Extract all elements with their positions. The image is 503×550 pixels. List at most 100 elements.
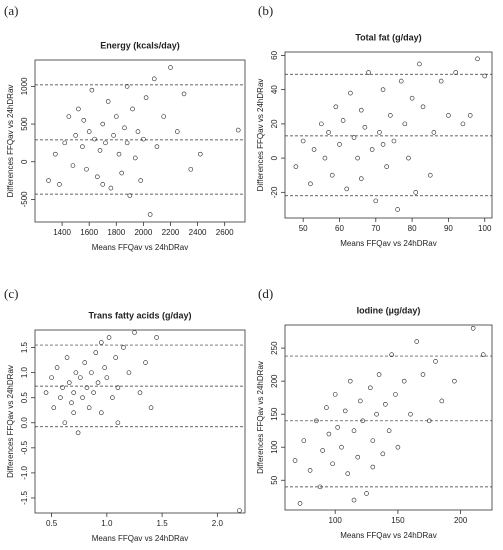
data-point — [329, 172, 335, 178]
data-point — [297, 501, 303, 506]
data-point — [188, 166, 194, 172]
data-point — [480, 352, 486, 358]
data-point — [143, 360, 148, 365]
data-point — [132, 155, 138, 161]
data-point — [467, 113, 473, 118]
data-point — [376, 372, 382, 377]
data-point — [46, 178, 51, 183]
data-point — [84, 385, 90, 390]
data-point — [80, 144, 85, 149]
y-tick-label: -500 — [20, 191, 29, 208]
data-point — [452, 378, 457, 384]
y-tick-label: -1.0 — [20, 465, 29, 479]
data-point — [148, 405, 154, 411]
data-point — [438, 78, 444, 84]
panel-label: (a) — [4, 3, 18, 18]
data-point — [62, 420, 68, 426]
plot-frame — [34, 329, 246, 514]
data-point — [81, 117, 87, 123]
data-point — [370, 464, 376, 470]
data-point — [388, 113, 393, 118]
data-point — [433, 359, 438, 364]
data-point — [141, 136, 146, 142]
y-tick-label: -20 — [270, 186, 279, 198]
y-axis-label: Differences FFQav vs 24hDRav — [6, 365, 15, 478]
data-point — [51, 405, 57, 411]
y-tick-label: 0 — [20, 159, 29, 164]
data-point — [348, 90, 353, 96]
data-point — [460, 121, 466, 127]
data-point — [439, 398, 445, 404]
data-point — [360, 418, 366, 424]
y-tick-label: 1.0 — [20, 367, 29, 379]
x-tick-label: 0.5 — [46, 519, 58, 528]
y-tick-label: 200 — [270, 374, 279, 388]
x-tick-label: 1.5 — [157, 519, 169, 528]
data-point — [333, 104, 339, 110]
data-point — [358, 176, 364, 181]
x-axis-label: Means FFQav vs 24hDRav — [340, 239, 436, 248]
x-tick-label: 2400 — [189, 228, 207, 237]
data-point — [344, 186, 350, 192]
data-point — [76, 106, 81, 112]
x-tick-label: 2600 — [216, 228, 234, 237]
data-point — [174, 129, 180, 134]
data-point — [326, 130, 331, 135]
data-point — [116, 151, 122, 157]
y-tick-label: 1000 — [20, 77, 29, 95]
x-tick-label: 60 — [335, 224, 344, 233]
data-point — [427, 172, 433, 178]
x-tick-label: 1400 — [53, 228, 71, 237]
data-point — [54, 365, 60, 370]
data-point — [91, 390, 96, 395]
data-point — [413, 190, 419, 195]
x-tick-label: 50 — [299, 224, 308, 233]
data-point — [311, 147, 317, 152]
data-point — [307, 468, 313, 473]
data-point — [355, 155, 360, 161]
y-axis-label: Differences FFQav vs 24hDRav — [256, 79, 265, 192]
data-point — [64, 355, 70, 360]
y-tick-label: 150 — [270, 407, 279, 421]
data-point — [66, 380, 72, 385]
data-point — [409, 95, 415, 101]
y-tick-label: 100 — [270, 440, 279, 454]
data-point — [332, 392, 338, 397]
panel-label: (d) — [258, 286, 273, 301]
data-point — [398, 78, 404, 84]
data-point — [237, 508, 242, 513]
data-point — [57, 182, 62, 187]
data-point — [119, 170, 125, 176]
data-point — [80, 395, 85, 400]
data-point — [95, 174, 100, 180]
data-point — [127, 193, 133, 198]
data-point — [431, 130, 437, 135]
data-point — [453, 70, 458, 75]
chart-title: Total fat (g/day) — [355, 32, 421, 42]
data-point — [110, 395, 115, 400]
data-point — [115, 420, 121, 426]
data-point — [406, 155, 411, 161]
data-point — [317, 484, 323, 490]
data-point — [62, 140, 68, 146]
data-point — [358, 107, 364, 113]
data-point — [408, 411, 413, 417]
data-point — [130, 106, 135, 112]
data-point — [86, 129, 92, 134]
data-point — [357, 398, 363, 404]
data-point — [113, 114, 119, 119]
data-point — [393, 392, 398, 397]
data-point — [355, 454, 361, 460]
data-point — [380, 451, 386, 457]
data-point — [137, 390, 143, 395]
data-point — [386, 428, 392, 434]
data-point — [345, 471, 351, 476]
data-point — [235, 127, 241, 133]
y-axis-label: Differences FFQav vs 24hDRav — [256, 361, 265, 474]
chart-title: Energy (kcals/day) — [100, 40, 180, 50]
y-tick-label: 500 — [20, 117, 29, 131]
data-point — [380, 142, 386, 147]
y-tick-label: 40 — [270, 85, 279, 94]
x-tick-label: 90 — [444, 224, 453, 233]
data-point — [395, 207, 400, 212]
